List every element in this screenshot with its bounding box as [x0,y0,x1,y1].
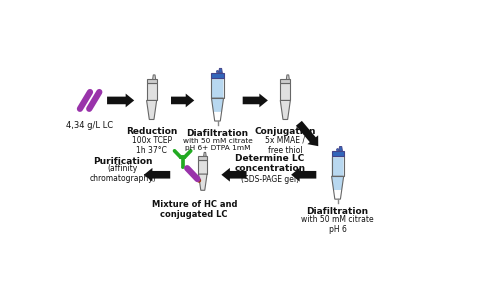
Circle shape [173,149,176,152]
Polygon shape [146,100,156,119]
Text: Reduction: Reduction [126,127,178,136]
Polygon shape [107,94,134,107]
Text: 100x TCEP
1h 37°C: 100x TCEP 1h 37°C [132,136,172,155]
Text: (affinity
chromatography): (affinity chromatography) [89,164,156,183]
Text: Purification: Purification [93,157,152,166]
Text: Diafiltration: Diafiltration [306,207,368,216]
Text: Conjugation: Conjugation [254,127,316,136]
Polygon shape [222,168,246,182]
Text: Determine LC
concentration: Determine LC concentration [234,154,306,173]
Polygon shape [204,152,206,156]
Polygon shape [280,100,290,119]
Text: Diafiltration: Diafiltration [186,129,248,138]
Polygon shape [152,75,156,80]
Text: with 50 mM citrate
pH 6: with 50 mM citrate pH 6 [302,215,374,234]
Circle shape [182,166,184,169]
Polygon shape [146,83,156,100]
Polygon shape [198,159,207,174]
Polygon shape [171,94,194,107]
Polygon shape [212,79,224,112]
Polygon shape [280,83,290,100]
Polygon shape [332,151,344,156]
Polygon shape [212,73,224,78]
Text: Mixture of HC and
conjugated LC: Mixture of HC and conjugated LC [152,200,237,219]
Circle shape [190,149,192,152]
Polygon shape [291,168,316,182]
Polygon shape [144,168,170,182]
Polygon shape [198,156,207,159]
Polygon shape [296,121,318,146]
Circle shape [336,148,339,151]
Text: 4,34 g/L LC: 4,34 g/L LC [66,121,113,130]
Polygon shape [286,75,290,80]
Polygon shape [332,157,344,190]
Circle shape [216,70,218,73]
Polygon shape [198,174,207,190]
Text: 5x MMAE /
free thiol: 5x MMAE / free thiol [266,136,306,155]
Text: (SDS-PAGE gel): (SDS-PAGE gel) [241,175,299,184]
Polygon shape [280,80,290,83]
Text: with 50 mM citrate
pH 6+ DTPA 1mM: with 50 mM citrate pH 6+ DTPA 1mM [182,138,252,151]
Polygon shape [218,68,222,73]
Polygon shape [242,94,268,107]
Polygon shape [146,80,156,83]
Polygon shape [339,146,342,151]
Circle shape [196,178,201,183]
